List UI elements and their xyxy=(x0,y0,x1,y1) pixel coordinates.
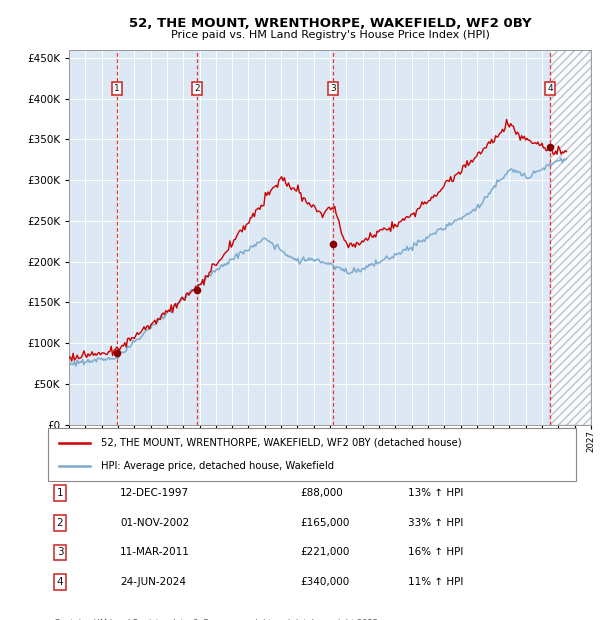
Text: Price paid vs. HM Land Registry's House Price Index (HPI): Price paid vs. HM Land Registry's House … xyxy=(170,30,490,40)
Text: £221,000: £221,000 xyxy=(300,547,349,557)
Text: Contains HM Land Registry data © Crown copyright and database right 2025.: Contains HM Land Registry data © Crown c… xyxy=(54,619,380,620)
Text: 1: 1 xyxy=(114,84,120,94)
Text: 12-DEC-1997: 12-DEC-1997 xyxy=(120,488,189,498)
Text: 11% ↑ HPI: 11% ↑ HPI xyxy=(408,577,463,587)
Text: 52, THE MOUNT, WRENTHORPE, WAKEFIELD, WF2 0BY (detached house): 52, THE MOUNT, WRENTHORPE, WAKEFIELD, WF… xyxy=(101,438,461,448)
Text: 2: 2 xyxy=(194,84,200,94)
Text: 11-MAR-2011: 11-MAR-2011 xyxy=(120,547,190,557)
Text: 52, THE MOUNT, WRENTHORPE, WAKEFIELD, WF2 0BY: 52, THE MOUNT, WRENTHORPE, WAKEFIELD, WF… xyxy=(128,17,532,30)
Text: 1: 1 xyxy=(56,488,64,498)
Text: 2: 2 xyxy=(56,518,64,528)
Text: 13% ↑ HPI: 13% ↑ HPI xyxy=(408,488,463,498)
Text: £340,000: £340,000 xyxy=(300,577,349,587)
Text: £165,000: £165,000 xyxy=(300,518,349,528)
FancyBboxPatch shape xyxy=(48,428,576,480)
Text: 4: 4 xyxy=(547,84,553,94)
Text: 24-JUN-2024: 24-JUN-2024 xyxy=(120,577,186,587)
Text: £88,000: £88,000 xyxy=(300,488,343,498)
Text: 33% ↑ HPI: 33% ↑ HPI xyxy=(408,518,463,528)
Text: 16% ↑ HPI: 16% ↑ HPI xyxy=(408,547,463,557)
Text: 3: 3 xyxy=(330,84,336,94)
Text: 01-NOV-2002: 01-NOV-2002 xyxy=(120,518,189,528)
Text: 3: 3 xyxy=(56,547,64,557)
Text: HPI: Average price, detached house, Wakefield: HPI: Average price, detached house, Wake… xyxy=(101,461,334,471)
Text: 4: 4 xyxy=(56,577,64,587)
Bar xyxy=(550,50,591,425)
